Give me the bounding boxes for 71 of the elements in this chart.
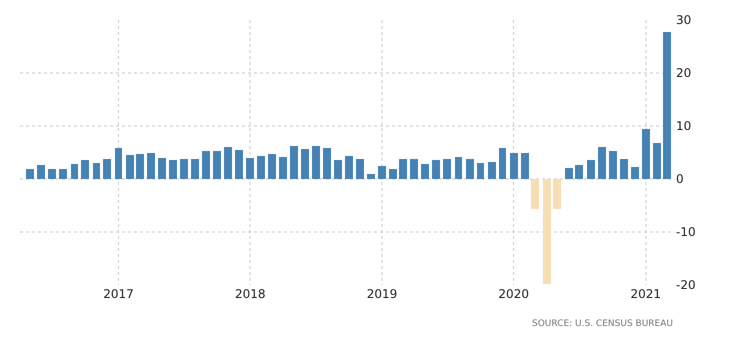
bar — [378, 166, 386, 179]
bar — [301, 149, 309, 179]
x-tick-label: 2020 — [498, 287, 529, 301]
bar — [631, 167, 639, 179]
bar — [399, 159, 407, 179]
bar — [663, 32, 671, 179]
bar — [257, 156, 265, 179]
bar — [81, 160, 89, 179]
y-tick-label: -20 — [676, 278, 696, 292]
y-tick-label: 0 — [676, 172, 684, 186]
bar — [147, 153, 155, 179]
bar — [455, 157, 462, 179]
bar — [620, 159, 628, 179]
bar — [169, 160, 177, 179]
bar — [356, 159, 364, 179]
bar — [587, 160, 595, 179]
bar — [268, 154, 276, 179]
bar — [290, 146, 298, 179]
bar — [345, 156, 353, 179]
bar — [565, 168, 573, 179]
bar — [653, 143, 661, 179]
bar — [246, 158, 254, 179]
bar — [334, 160, 342, 179]
bar — [180, 159, 188, 179]
bar — [598, 147, 606, 179]
bar — [115, 148, 122, 179]
bar — [466, 159, 474, 179]
bar — [26, 169, 34, 179]
bar — [93, 163, 100, 179]
bar — [136, 154, 144, 179]
bar — [432, 160, 440, 179]
y-tick-label: 10 — [676, 119, 692, 134]
bar — [37, 165, 45, 179]
bar — [553, 179, 561, 209]
bar — [312, 146, 320, 179]
bar — [158, 158, 166, 179]
bar — [224, 147, 232, 179]
bar — [609, 151, 617, 179]
y-tick-label: -10 — [676, 225, 696, 240]
bar — [367, 174, 375, 179]
bar — [71, 164, 78, 179]
bar — [543, 179, 551, 284]
bar — [191, 159, 199, 179]
bar — [421, 164, 429, 179]
bar — [279, 157, 287, 179]
x-tick-label: 2021 — [630, 287, 662, 301]
bar — [521, 153, 529, 179]
bar — [126, 155, 134, 179]
bar — [202, 151, 210, 179]
x-tick-label: 2019 — [366, 287, 398, 301]
source-note: SOURCE: U.S. CENSUS BUREAU — [532, 319, 673, 329]
bar — [59, 169, 67, 179]
bar — [235, 150, 243, 179]
x-tick-label: 2018 — [234, 287, 266, 301]
bar — [103, 159, 111, 179]
bar — [213, 151, 221, 179]
bar — [389, 169, 397, 179]
bar — [323, 148, 331, 179]
y-tick-label: 20 — [676, 66, 692, 80]
bar — [443, 159, 451, 179]
bar — [48, 169, 56, 179]
bar — [477, 163, 484, 179]
bar — [488, 162, 496, 179]
bar — [642, 129, 650, 179]
bar — [575, 165, 583, 179]
bar — [499, 148, 506, 179]
x-tick-label: 2017 — [103, 287, 134, 301]
y-tick-label: 30 — [676, 13, 692, 28]
bar — [531, 179, 539, 209]
bar — [510, 153, 518, 179]
bar — [410, 159, 418, 179]
